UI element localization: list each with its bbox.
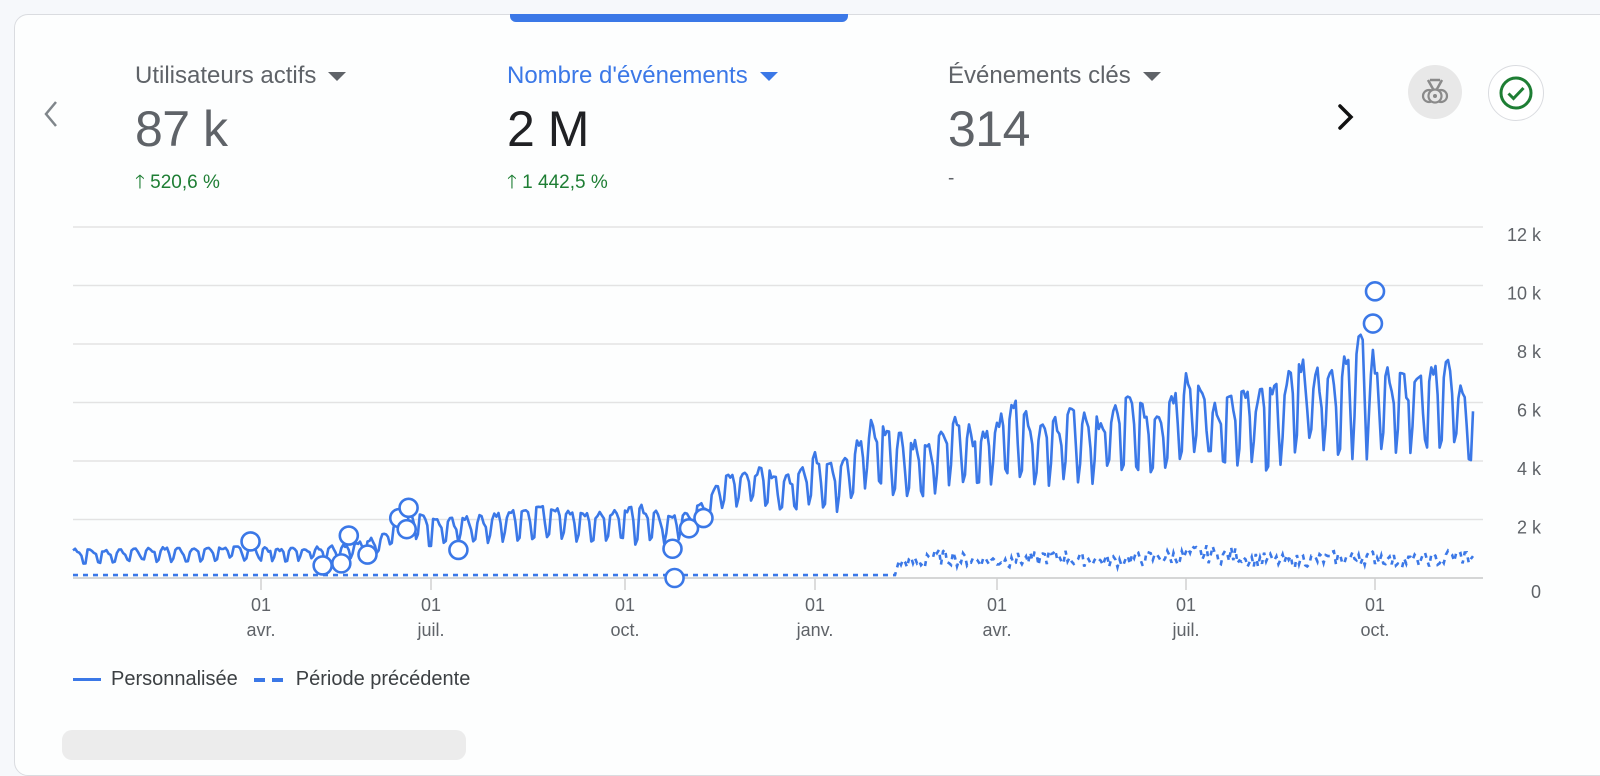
anomaly-marker: [240, 531, 261, 552]
metric-active-users[interactable]: Utilisateurs actifs 87 k 🡑 520,6 %: [135, 62, 347, 200]
y-tick-label: 2 k: [1517, 518, 1542, 538]
x-tick-day: 01: [987, 595, 1007, 615]
metric-key-events[interactable]: Événements clés 314 -: [948, 62, 1161, 190]
y-tick-label: 10 k: [1507, 284, 1542, 304]
anomaly-marker: [662, 538, 683, 560]
y-tick-label: 12 k: [1507, 225, 1542, 245]
delta-value: 1 442,5 %: [522, 172, 608, 193]
insights-button[interactable]: [1408, 65, 1462, 119]
legend-previous: Période précédente: [295, 668, 471, 690]
events-line-chart: 0 2 k 4 k 6 k 8 k 10 k 12 k 01 avr. 01 juil. 01 oct.…: [72, 225, 1542, 640]
active-tab-indicator: [510, 14, 848, 22]
x-tick-day: 01: [251, 595, 271, 615]
anomaly-marker: [312, 555, 333, 576]
x-tick-month: avr.: [246, 620, 275, 640]
anomaly-marker: [693, 507, 714, 529]
metric-delta: -: [948, 168, 955, 189]
anomaly-marker: [331, 553, 352, 574]
legend-current: Personnalisée: [111, 668, 238, 690]
legend-solid-swatch: [73, 678, 101, 681]
arrow-up-icon: 🡑: [135, 172, 145, 193]
metric-value: 2 M: [507, 101, 589, 157]
anomaly-marker: [678, 517, 700, 539]
x-tick-month: oct.: [1360, 620, 1389, 640]
x-tick-month: juil.: [1171, 620, 1199, 640]
check-circle-icon: [1499, 76, 1533, 110]
x-tick-month: janv.: [796, 620, 834, 640]
y-tick-label: 0: [1531, 582, 1541, 602]
metric-delta: 🡑 520,6 %: [135, 168, 346, 200]
arrow-up-icon: 🡑: [507, 172, 517, 193]
medal-icon: [1421, 78, 1449, 104]
series-line-periode-precedente: [73, 541, 1475, 577]
metric-value: 87 k: [135, 101, 228, 157]
delta-value: 520,6 %: [150, 172, 220, 193]
y-tick-label: 6 k: [1517, 401, 1542, 421]
caret-down-icon[interactable]: [759, 71, 778, 81]
anomaly-marker: [1364, 281, 1386, 302]
bottom-panel: [62, 730, 466, 760]
x-tick-month: avr.: [982, 620, 1011, 640]
chevron-left-icon[interactable]: [38, 96, 64, 141]
chevron-right-icon[interactable]: [1334, 100, 1360, 145]
series-line-personnalisee: [72, 333, 1475, 565]
chart-legend: Personnalisée Période précédente: [73, 668, 470, 691]
x-tick-day: 01: [805, 595, 825, 615]
caret-down-icon[interactable]: [1142, 71, 1161, 81]
x-tick-month: juil.: [416, 620, 444, 640]
anomaly-marker: [338, 525, 360, 546]
x-tick-day: 01: [1365, 595, 1385, 615]
x-tick-day: 01: [1176, 595, 1196, 615]
anomaly-marker: [1362, 313, 1384, 334]
metric-label: Utilisateurs actifs: [135, 62, 317, 89]
anomaly-marker: [398, 497, 419, 519]
metric-label: Événements clés: [948, 62, 1131, 89]
anomaly-marker: [357, 544, 378, 565]
caret-down-icon[interactable]: [328, 71, 347, 81]
y-tick-label: 8 k: [1517, 342, 1542, 362]
x-tick-month: oct.: [610, 620, 639, 640]
anomaly-marker: [664, 567, 685, 589]
legend-dashed-swatch: [253, 677, 286, 682]
metric-delta: 🡑 1 442,5 %: [507, 168, 778, 200]
metric-value: 314: [948, 101, 1030, 157]
anomaly-marker: [448, 539, 469, 561]
anomaly-marker: [396, 518, 418, 540]
metric-event-count[interactable]: Nombre d'événements 2 M 🡑 1 442,5 %: [507, 62, 778, 200]
y-tick-label: 4 k: [1517, 459, 1542, 479]
metric-label: Nombre d'événements: [507, 62, 748, 89]
status-button[interactable]: [1488, 65, 1544, 121]
x-tick-day: 01: [615, 595, 635, 615]
x-tick-day: 01: [421, 595, 441, 615]
